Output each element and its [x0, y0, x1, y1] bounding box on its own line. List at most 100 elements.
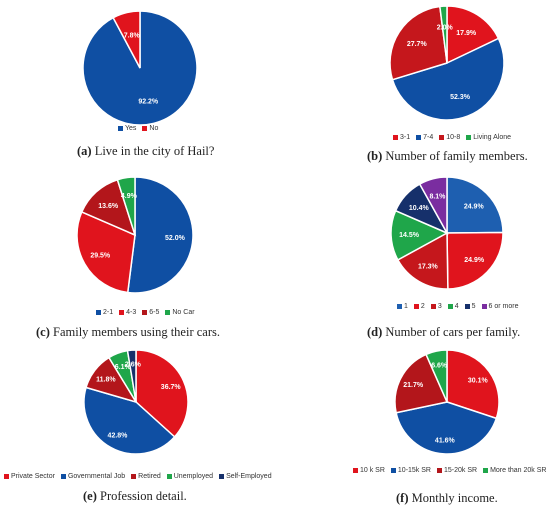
- pie-slice: [135, 349, 189, 438]
- legend-label: Yes: [125, 125, 137, 132]
- legend-label: 15-20k SR: [443, 467, 478, 474]
- legend-label: More than 20k SR: [490, 467, 547, 474]
- legend-swatch: [416, 135, 422, 140]
- legend-item: More than 20k SR: [483, 467, 546, 474]
- legend-label: 3: [437, 303, 442, 310]
- legend-swatch: [119, 310, 125, 315]
- data-label: 13.6%: [98, 203, 119, 210]
- pie-chart-c: 52.0% 29.5% 13.6%4.9%: [76, 176, 194, 294]
- caption-f: (f) Monthly income.: [396, 491, 498, 505]
- data-label: 27.7%: [407, 41, 428, 48]
- legend-label: Private Sector: [11, 473, 55, 480]
- legend-swatch: [436, 468, 442, 473]
- pie-chart-d: 24.9% 24.9% 17.3% 14.5% 10.4% 8.1%: [390, 176, 504, 290]
- legend-item: Unemployed: [166, 473, 214, 480]
- legend-item: No: [142, 125, 158, 132]
- pie-slice: [389, 5, 448, 81]
- data-label: 36.7%: [161, 384, 182, 391]
- pie-panel-d: 24.9% 24.9% 17.3% 14.5% 10.4% 8.1% 1 2 3 4 5 6 or …: [275, 170, 550, 345]
- pie-slice: [116, 176, 136, 236]
- legend-swatch: [353, 468, 358, 473]
- legend-item: 4: [447, 303, 459, 310]
- legend-swatch: [466, 135, 472, 140]
- caption-a: (a) Live in the city of Hail?: [77, 144, 215, 158]
- pie-slice: [425, 349, 448, 403]
- caption-c: (c) Family members using their cars.: [36, 325, 220, 339]
- legend-swatch: [430, 304, 436, 309]
- pie-panel-f: 30.1% 41.6% 21.7% 6.6% 10 k SR 10-15k SR 15-2…: [275, 345, 550, 507]
- data-label: 29.5%: [90, 252, 111, 259]
- pie-chart-b: 17.9% 52.3% 27.7% 2.0%: [389, 5, 505, 121]
- legend-swatch: [219, 474, 225, 479]
- pie-slice: [112, 10, 141, 69]
- data-label: 6.6%: [431, 362, 448, 369]
- data-label: 52.0%: [165, 235, 186, 242]
- legend-item: Self-Employed: [219, 473, 272, 480]
- legend-label: Retired: [138, 473, 161, 480]
- legend-swatch: [393, 135, 398, 140]
- legend-label: Living Alone: [473, 134, 512, 141]
- legend-label: 10-8: [446, 134, 461, 141]
- legend-swatch: [483, 468, 489, 473]
- data-label: 24.9%: [464, 204, 485, 211]
- legend-e: Private Sector Governmental Job Retired Une…: [4, 473, 278, 480]
- legend-item: 3-1: [393, 134, 410, 141]
- data-label: 7.8%: [124, 33, 141, 40]
- legend-item: 7-4: [416, 134, 433, 141]
- caption-b: (b) Number of family members.: [367, 149, 528, 163]
- legend-label: 7-4: [423, 134, 434, 141]
- legend-item: 1: [397, 303, 408, 310]
- legend-label: Governmental Job: [67, 473, 126, 480]
- legend-item: 10 k SR: [353, 467, 385, 474]
- pie-slice: [394, 353, 449, 414]
- legend-swatch: [390, 468, 396, 473]
- legend-label: 1: [404, 303, 408, 310]
- legend-label: Self-Employed: [226, 473, 272, 480]
- legend-swatch: [166, 474, 172, 479]
- pie-slice: [395, 401, 498, 455]
- pie-chart-e: 36.7% 42.8% 11.8% 6.1%2.6%: [83, 349, 189, 455]
- legend-swatch: [165, 310, 171, 315]
- legend-swatch: [397, 304, 402, 309]
- legend-item: 4-3: [119, 309, 136, 316]
- legend-label: 5: [471, 303, 476, 310]
- data-label: 17.3%: [418, 263, 439, 270]
- pie-panel-e: 36.7% 42.8% 11.8% 6.1% 2.6% Private Sector Go…: [0, 345, 275, 507]
- legend-item: 3: [430, 303, 442, 310]
- legend-item: 10-15k SR: [390, 467, 431, 474]
- legend-swatch: [60, 474, 66, 479]
- legend-swatch: [439, 135, 445, 140]
- legend-item: 5: [464, 303, 476, 310]
- legend-item: 2-1: [96, 309, 113, 316]
- pie-panel-c: 52.0% 29.5% 13.6% 4.9% 2-1 4-3 6-5 No Car (c) …: [0, 170, 275, 345]
- legend-item: 15-20k SR: [436, 467, 478, 474]
- pie-slice: [446, 176, 504, 234]
- legend-label: 6 or more: [488, 303, 519, 310]
- pie-panel-a: 92.2% 7.8% Yes No (a) Live in the city of …: [0, 0, 275, 170]
- legend-item: Retired: [131, 473, 161, 480]
- data-label: 41.6%: [435, 437, 456, 444]
- legend-label: 3-1: [400, 134, 411, 141]
- legend-a: Yes No: [118, 125, 164, 132]
- pie-slice: [396, 231, 449, 290]
- data-label: 6.1%: [115, 364, 132, 371]
- legend-label: 4-3: [126, 309, 137, 316]
- legend-swatch: [142, 310, 148, 315]
- legend-label: Unemployed: [173, 473, 214, 480]
- pie-slice: [391, 37, 505, 121]
- legend-f: 10 k SR 10-15k SR 15-20k SR More than 20k S…: [353, 467, 550, 474]
- pie-slice: [446, 349, 500, 420]
- legend-label: 10-15k SR: [397, 467, 431, 474]
- data-label: 10.4%: [409, 205, 430, 212]
- legend-label: 4: [454, 303, 459, 310]
- legend-label: 2-1: [103, 309, 114, 316]
- legend-item: 6-5: [142, 309, 159, 316]
- data-label: 92.2%: [138, 98, 159, 105]
- legend-swatch: [481, 304, 487, 309]
- legend-item: 6 or more: [481, 303, 519, 310]
- caption-d: (d) Number of cars per family.: [367, 325, 521, 339]
- legend-c: 2-1 4-3 6-5 No Car: [96, 309, 201, 316]
- legend-swatch: [447, 304, 453, 309]
- pie-slice: [418, 176, 448, 236]
- legend-label: 10 k SR: [360, 467, 385, 474]
